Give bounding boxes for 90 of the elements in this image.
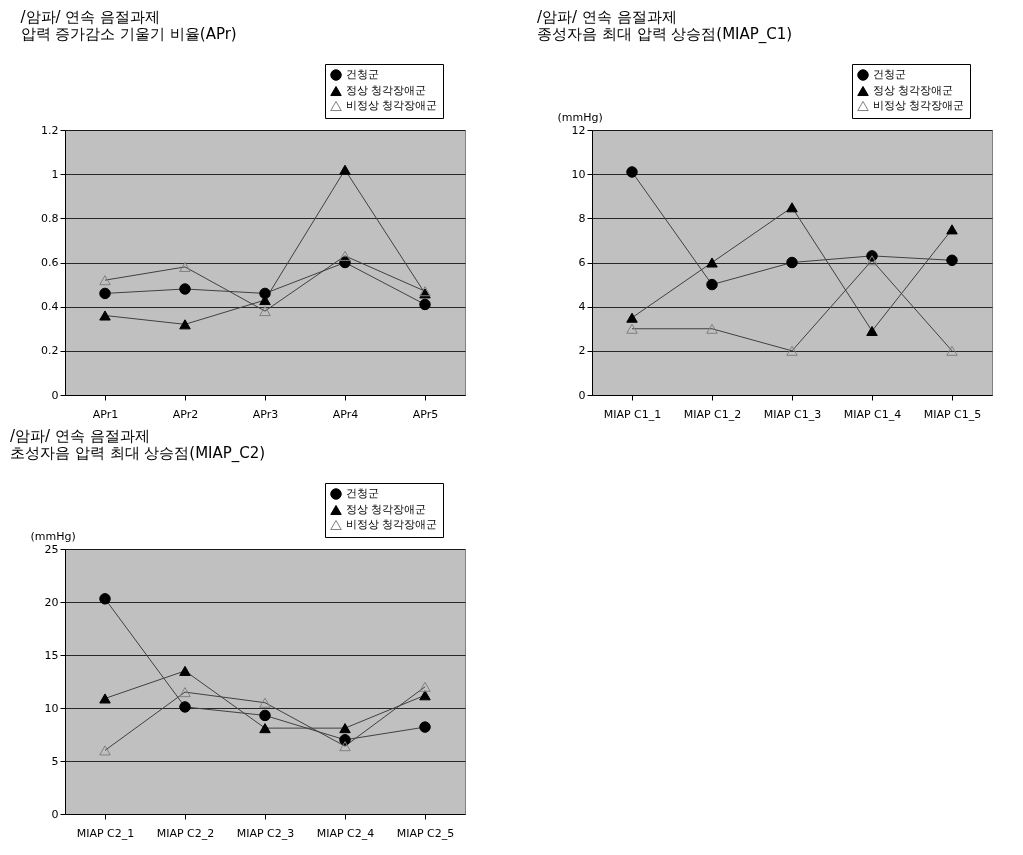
point: [99, 287, 111, 300]
point: [786, 345, 798, 356]
point: [626, 323, 638, 334]
y-tick-label: 8: [578, 211, 586, 225]
y-tick-label: 1: [51, 167, 59, 181]
point: [99, 693, 111, 704]
legend-label: 건청군: [346, 487, 379, 500]
point: [259, 697, 271, 708]
x-tick-label: MIAP C1_5: [923, 407, 982, 421]
point: [866, 325, 878, 336]
point: [99, 275, 111, 286]
y-tick-label: 12: [571, 123, 586, 137]
point: [946, 224, 958, 235]
y-tick-label: 0: [578, 388, 586, 402]
chart-subtitle: 초성자음 압력 최대 상승점(MIAP_C2): [10, 443, 266, 463]
chart-subtitle: 종성자음 최대 압력 상승점(MIAP_C1): [537, 24, 793, 44]
point: [626, 312, 638, 323]
x-tick-label: MIAP C2_2: [156, 826, 215, 840]
point: [866, 255, 878, 266]
point: [339, 741, 351, 752]
point: [179, 283, 191, 295]
legend-label: 비정상 청각장애군: [346, 99, 438, 112]
x-tick-label: MIAP C1_1: [603, 407, 662, 421]
y-tick-label: 20: [44, 595, 59, 609]
x-tick-label: APr2: [172, 407, 199, 421]
point: [259, 306, 271, 317]
point: [179, 687, 191, 698]
x-tick-label: APr4: [332, 407, 359, 421]
legend-label: 건청군: [873, 68, 906, 81]
y-tick-label: 0: [51, 807, 59, 821]
y-tick-label: 0.6: [41, 256, 59, 269]
y-tick-label: 5: [51, 754, 59, 768]
point: [99, 745, 111, 756]
point: [786, 256, 798, 269]
x-tick-label: MIAP C2_5: [396, 826, 455, 840]
legend-label: 건청군: [346, 68, 379, 81]
point: [946, 345, 958, 356]
point: [179, 261, 191, 272]
x-tick-label: MIAP C1_4: [843, 407, 902, 421]
x-tick-label: MIAP C2_4: [316, 826, 375, 840]
point: [419, 690, 431, 701]
x-tick-label: MIAP C2_3: [236, 826, 295, 840]
point: [419, 721, 431, 733]
y-tick-label: 15: [44, 648, 59, 662]
point: [259, 723, 271, 734]
legend-label: 비정상 청각장애군: [346, 518, 438, 531]
point: [339, 723, 351, 734]
y-tick-label: 0: [51, 388, 59, 402]
point: [626, 166, 638, 178]
point: [419, 298, 431, 311]
chart-title: /암파/ 연속 음절과제: [10, 426, 150, 445]
point: [259, 709, 271, 722]
x-tick-label: APr5: [412, 407, 439, 421]
y-axis-title: (mmHg): [557, 110, 603, 124]
point: [706, 257, 718, 268]
y-tick-label: 0.8: [41, 211, 59, 225]
legend-label: 정상 청각장애군: [873, 84, 954, 97]
y-tick-label: 25: [44, 542, 59, 556]
point: [99, 310, 111, 321]
y-tick-label: 2: [578, 344, 586, 358]
x-tick-label: APr1: [92, 407, 119, 421]
x-tick-label: MIAP C2_1: [76, 826, 135, 840]
y-tick-label: 4: [578, 300, 586, 314]
chart-subtitle: 압력 증가감소 기울기 비율(APr): [20, 24, 237, 43]
point: [179, 319, 191, 330]
y-tick-label: 10: [571, 167, 586, 181]
point: [339, 250, 351, 261]
legend-label: 비정상 청각장애군: [873, 99, 965, 112]
y-tick-label: 0.4: [41, 300, 59, 314]
chart-title: /암파/ 연속 음절과제: [537, 7, 677, 26]
y-tick-label: 0.2: [41, 344, 59, 358]
point: [419, 681, 431, 692]
y-axis-title: (mmHg): [30, 529, 76, 543]
x-tick-label: MIAP C1_2: [683, 407, 742, 421]
y-tick-label: 1.2: [41, 123, 59, 137]
point: [786, 202, 798, 213]
point: [179, 665, 191, 676]
point: [179, 701, 191, 713]
y-tick-label: 6: [578, 256, 586, 269]
point: [339, 164, 351, 175]
point: [706, 278, 718, 291]
x-tick-label: MIAP C1_3: [763, 407, 822, 421]
legend-label: 정상 청각장애군: [346, 503, 427, 516]
y-tick-label: 10: [44, 701, 59, 715]
chart-title: /암파/ 연속 음절과제: [20, 7, 161, 26]
point: [99, 593, 111, 605]
point: [946, 254, 958, 267]
point: [706, 323, 718, 334]
legend-label: 정상 청각장애군: [346, 84, 427, 97]
x-tick-label: APr3: [252, 407, 279, 421]
